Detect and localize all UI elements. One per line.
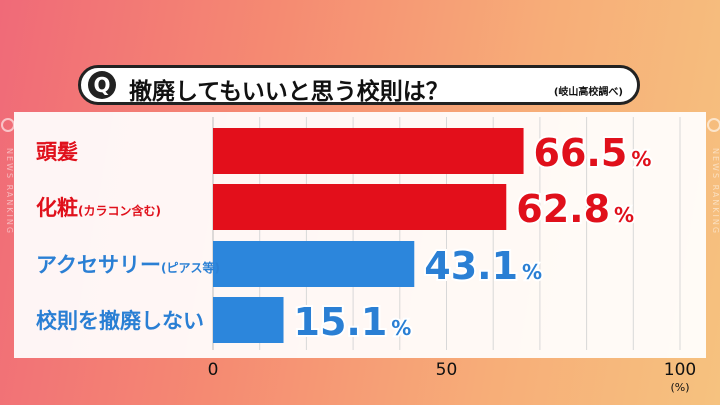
bar (213, 241, 415, 287)
bar (213, 184, 507, 230)
q-badge-icon: Q (88, 71, 116, 99)
side-text-left: NEWS RANKING (5, 148, 14, 236)
value-label: 62.8% (516, 187, 634, 231)
x-tick-label: 0 (208, 360, 219, 380)
category-label: 校則を撤廃しない (36, 309, 204, 333)
side-text-right: NEWS RANKING (711, 148, 720, 236)
value-label: 15.1% (294, 300, 412, 344)
x-tick-label: 100 (664, 360, 696, 380)
category-label: アクセサリー(ピアス等) (36, 253, 220, 277)
category-label: 化粧(カラコン含む) (36, 196, 161, 220)
x-unit-label: (%) (670, 381, 689, 394)
question-title-box: Q 撤廃してもいいと思う校則は？ (岐山高校調べ) (78, 65, 640, 105)
value-label: 66.5% (534, 131, 652, 175)
x-tick-label: 50 (436, 360, 458, 380)
value-label: 43.1% (424, 244, 542, 288)
bar (213, 128, 524, 174)
question-title: 撤廃してもいいと思う校則は？ (129, 79, 449, 105)
category-label: 頭髪 (36, 140, 78, 164)
survey-source-note: (岐山高校調べ) (553, 87, 623, 98)
bar (213, 297, 284, 343)
